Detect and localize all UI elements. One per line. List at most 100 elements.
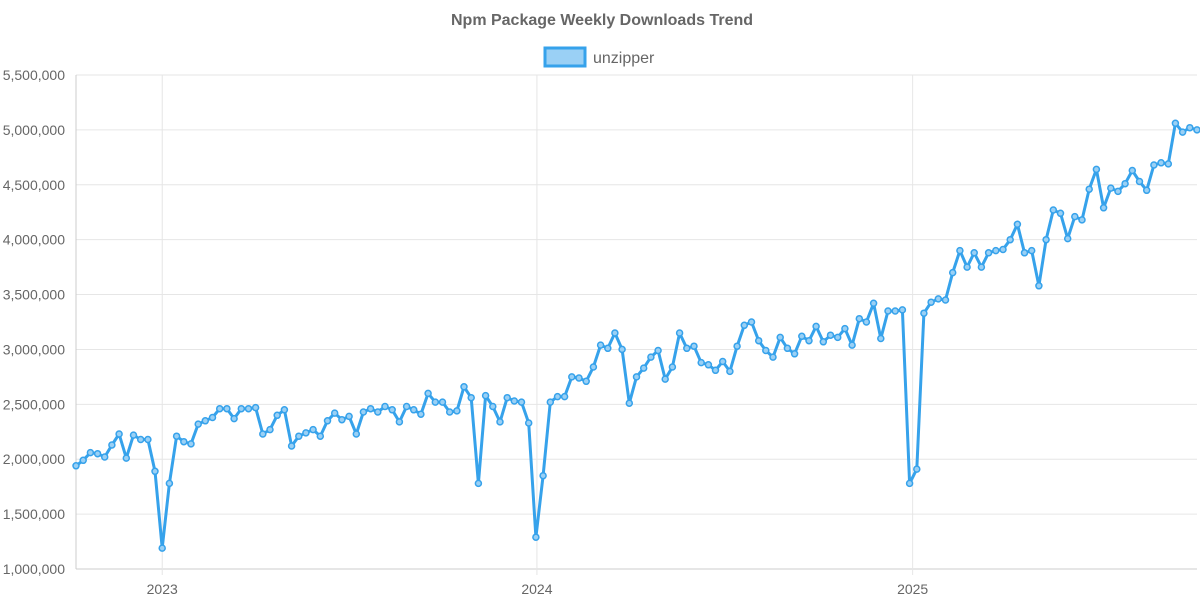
- data-point[interactable]: [251, 403, 260, 412]
- data-point[interactable]: [927, 298, 935, 306]
- data-point[interactable]: [460, 383, 468, 391]
- data-point[interactable]: [302, 429, 310, 437]
- data-point[interactable]: [754, 336, 763, 345]
- data-point[interactable]: [1107, 184, 1115, 192]
- data-point[interactable]: [1063, 234, 1072, 243]
- data-point[interactable]: [618, 345, 626, 354]
- data-point[interactable]: [230, 414, 238, 423]
- data-point[interactable]: [1092, 165, 1101, 174]
- data-point[interactable]: [877, 334, 885, 343]
- data-point[interactable]: [805, 336, 813, 345]
- data-point[interactable]: [740, 321, 749, 330]
- data-point[interactable]: [524, 419, 533, 427]
- data-point[interactable]: [819, 338, 828, 346]
- data-point[interactable]: [309, 425, 317, 434]
- data-point[interactable]: [798, 332, 806, 341]
- data-point[interactable]: [388, 406, 396, 414]
- data-point[interactable]: [93, 449, 102, 458]
- data-point[interactable]: [201, 417, 210, 425]
- data-point[interactable]: [704, 361, 713, 369]
- data-point[interactable]: [783, 344, 792, 353]
- data-point[interactable]: [762, 346, 770, 355]
- data-point[interactable]: [654, 346, 662, 355]
- data-point[interactable]: [474, 479, 483, 488]
- data-point[interactable]: [596, 341, 605, 349]
- data-point[interactable]: [438, 398, 447, 406]
- data-point[interactable]: [920, 309, 928, 317]
- data-point[interactable]: [1186, 123, 1194, 132]
- data-point[interactable]: [510, 397, 519, 405]
- data-point[interactable]: [280, 406, 289, 414]
- data-point[interactable]: [359, 408, 368, 416]
- data-point[interactable]: [934, 295, 943, 303]
- data-point[interactable]: [690, 342, 698, 350]
- data-point[interactable]: [697, 358, 705, 367]
- data-point[interactable]: [194, 420, 202, 428]
- data-point[interactable]: [913, 465, 921, 473]
- data-point[interactable]: [1150, 161, 1158, 169]
- data-point[interactable]: [970, 249, 978, 257]
- data-point[interactable]: [683, 344, 691, 353]
- data-point[interactable]: [841, 324, 849, 333]
- data-point[interactable]: [330, 409, 339, 417]
- data-point[interactable]: [999, 245, 1007, 254]
- data-point[interactable]: [560, 392, 569, 401]
- data-point[interactable]: [639, 364, 648, 372]
- data-point[interactable]: [611, 329, 619, 337]
- data-point[interactable]: [718, 357, 727, 366]
- data-point[interactable]: [675, 329, 684, 337]
- data-point[interactable]: [381, 402, 389, 411]
- data-point[interactable]: [776, 333, 784, 342]
- data-point[interactable]: [424, 389, 432, 398]
- data-point[interactable]: [273, 411, 281, 420]
- data-point[interactable]: [977, 263, 986, 271]
- data-point[interactable]: [956, 246, 964, 255]
- data-point[interactable]: [108, 441, 116, 449]
- data-point[interactable]: [1027, 246, 1036, 255]
- data-point[interactable]: [1178, 128, 1187, 136]
- data-point[interactable]: [338, 415, 346, 424]
- data-point[interactable]: [1006, 235, 1014, 244]
- legend[interactable]: unzipper: [543, 46, 655, 68]
- data-point[interactable]: [352, 430, 361, 438]
- data-point[interactable]: [848, 341, 856, 349]
- data-point[interactable]: [72, 462, 80, 470]
- data-point[interactable]: [445, 408, 454, 416]
- data-point[interactable]: [158, 544, 166, 552]
- data-point[interactable]: [467, 393, 475, 402]
- data-point[interactable]: [862, 318, 871, 326]
- data-point[interactable]: [1013, 220, 1022, 229]
- data-point[interactable]: [165, 479, 174, 488]
- data-point[interactable]: [402, 402, 411, 411]
- data-point[interactable]: [266, 425, 274, 434]
- data-point[interactable]: [115, 430, 123, 438]
- data-point[interactable]: [963, 263, 971, 271]
- data-point[interactable]: [1078, 216, 1086, 224]
- data-point[interactable]: [496, 418, 504, 426]
- data-point[interactable]: [180, 437, 188, 446]
- data-point[interactable]: [1135, 177, 1144, 186]
- data-point[interactable]: [223, 404, 231, 413]
- data-point[interactable]: [812, 322, 820, 331]
- data-point[interactable]: [136, 435, 145, 444]
- data-point[interactable]: [431, 398, 440, 406]
- data-point[interactable]: [826, 331, 835, 339]
- data-point[interactable]: [1042, 235, 1050, 244]
- data-point[interactable]: [489, 402, 497, 411]
- data-point[interactable]: [1099, 204, 1108, 212]
- data-point[interactable]: [898, 306, 907, 314]
- data-point[interactable]: [1193, 126, 1200, 134]
- data-point[interactable]: [948, 268, 957, 277]
- data-point[interactable]: [187, 440, 195, 448]
- data-point[interactable]: [869, 299, 878, 308]
- data-point[interactable]: [733, 342, 741, 350]
- data-point[interactable]: [86, 448, 95, 457]
- data-point[interactable]: [1121, 179, 1129, 188]
- data-point[interactable]: [244, 404, 253, 413]
- data-point[interactable]: [237, 404, 246, 413]
- data-point[interactable]: [1171, 119, 1180, 128]
- data-point[interactable]: [1056, 209, 1065, 218]
- data-point[interactable]: [295, 432, 303, 440]
- data-point[interactable]: [453, 407, 461, 415]
- data-point[interactable]: [79, 456, 87, 465]
